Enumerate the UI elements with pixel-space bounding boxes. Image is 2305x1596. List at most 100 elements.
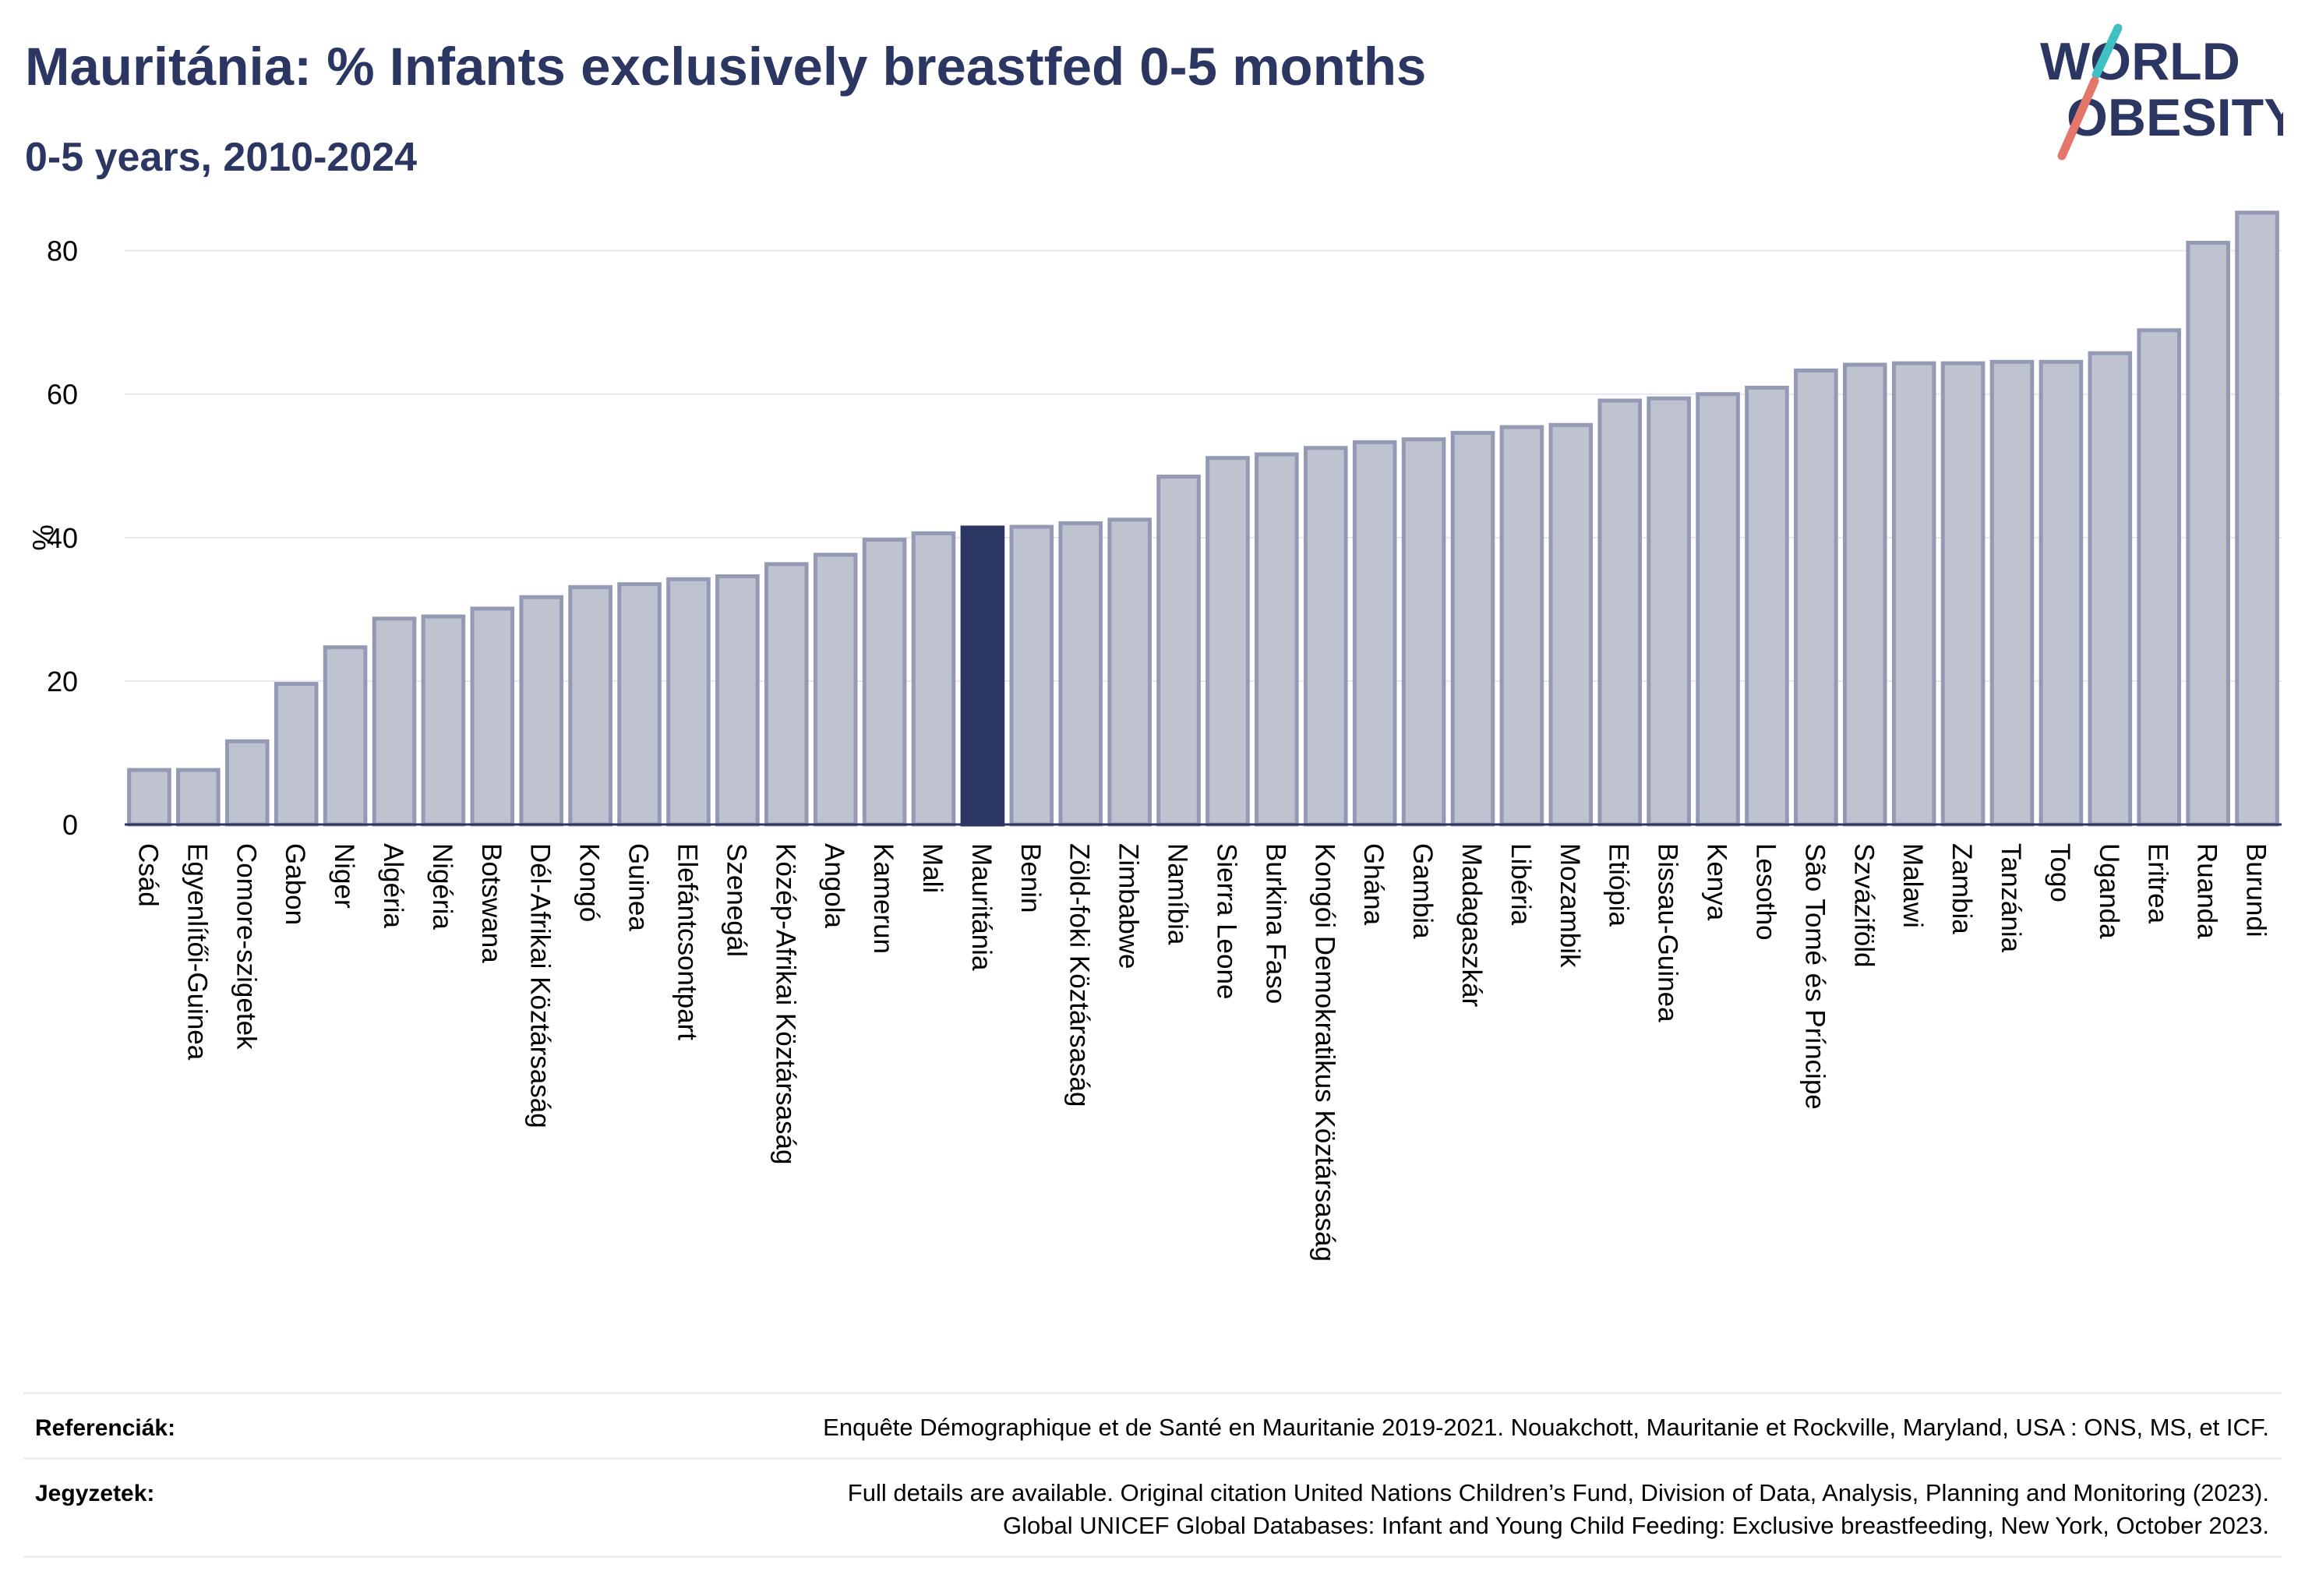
notes-label: Jegyzetek: xyxy=(35,1481,155,1506)
footer-divider-bottom xyxy=(23,1555,2282,1558)
x-tick-label: Angola xyxy=(819,843,849,929)
x-tick-label: Togo xyxy=(2045,843,2075,902)
x-tick-label: Etiópia xyxy=(1604,843,1634,927)
bar xyxy=(1499,425,1544,827)
bar xyxy=(323,645,368,827)
y-tick-label: 80 xyxy=(47,235,78,267)
x-tick-label: Burkina Faso xyxy=(1260,843,1290,1004)
x-tick-label: Malawi xyxy=(1897,843,1928,928)
x-tick-label: Gambia xyxy=(1407,843,1438,939)
x-tick-label: Namíbia xyxy=(1163,843,1193,945)
bar xyxy=(1548,422,1594,827)
bar xyxy=(666,577,711,827)
x-tick-label: Nigéria xyxy=(427,843,457,930)
bar xyxy=(617,582,662,827)
bar xyxy=(1401,437,1446,827)
x-axis-labels: Csád Egyenlítői-Guinea Comore-szigetek Gabo… xyxy=(132,843,2271,1262)
bar-highlight xyxy=(960,525,1005,827)
bar xyxy=(1156,475,1201,827)
bar xyxy=(1450,430,1495,827)
bar xyxy=(519,595,564,827)
footer-divider-middle xyxy=(23,1457,2282,1460)
logo-slash-teal xyxy=(2091,23,2123,79)
y-axis-title: % xyxy=(27,524,60,551)
bar xyxy=(764,562,809,827)
bar xyxy=(1989,359,2035,827)
bar xyxy=(224,739,270,827)
bar xyxy=(372,616,417,827)
x-tick-label: Comore-szigetek xyxy=(231,843,261,1050)
bar xyxy=(274,682,319,827)
bar xyxy=(470,606,515,827)
bar xyxy=(715,574,760,827)
y-tick-label: 60 xyxy=(47,379,78,411)
bar xyxy=(1842,362,1887,827)
bar xyxy=(1745,385,1789,827)
bars xyxy=(127,210,2279,827)
x-tick-label: Zöld-foki Köztársaság xyxy=(1064,843,1095,1107)
y-tick-label: 40 xyxy=(47,522,78,554)
x-tick-label: Kongói Demokratikus Köztársaság xyxy=(1309,843,1340,1262)
x-tick-label: Csád xyxy=(132,843,163,907)
bar xyxy=(862,538,907,827)
notes-line-1: Full details are available. Original cit… xyxy=(847,1479,2269,1506)
bar xyxy=(1107,517,1152,827)
bar xyxy=(2088,351,2133,827)
bar xyxy=(1794,368,1838,827)
x-tick-label: Gabon xyxy=(280,843,310,925)
bar xyxy=(911,531,956,827)
x-tick-label: Niger xyxy=(329,843,359,909)
bar xyxy=(1696,392,1740,827)
page-subtitle: 0-5 years, 2010-2024 xyxy=(25,135,418,180)
bar xyxy=(2186,241,2230,827)
x-tick-label: Uganda xyxy=(2094,843,2124,939)
x-tick-label: Bissau-Guinea xyxy=(1653,843,1683,1022)
x-tick-label: Kamerun xyxy=(868,843,898,954)
notes-line-2: Global UNICEF Global Databases: Infant a… xyxy=(1002,1512,2269,1539)
bar xyxy=(1940,361,1986,827)
x-tick-label: Lesotho xyxy=(1750,843,1781,941)
bar xyxy=(1058,521,1103,827)
x-tick-label: Kongó xyxy=(574,843,605,922)
references-label: Referenciák: xyxy=(35,1415,176,1441)
x-tick-label: Madagaszkár xyxy=(1456,843,1487,1007)
bar xyxy=(1647,396,1691,827)
logo-slash-coral xyxy=(2057,76,2099,161)
x-tick-label: Mozambik xyxy=(1555,843,1585,968)
page-title: Mauritánia: % Infants exclusively breast… xyxy=(25,37,1427,97)
x-tick-label: Algéria xyxy=(378,843,408,928)
footer-divider-top xyxy=(23,1392,2282,1394)
x-tick-label: Dél-Afrikai Köztársaság xyxy=(525,843,556,1128)
references-text: Enquête Démographique et de Santé en Mau… xyxy=(823,1414,2269,1441)
y-tick-label: 0 xyxy=(62,809,78,841)
x-tick-label: São Tomé és Príncipe xyxy=(1799,843,1830,1110)
x-tick-label: Libéria xyxy=(1505,843,1536,926)
x-tick-label: Tanzánia xyxy=(1996,843,2026,953)
bar xyxy=(1205,456,1250,827)
x-tick-label: Szváziföld xyxy=(1848,843,1879,968)
x-tick-label: Ghána xyxy=(1358,843,1389,926)
bar xyxy=(1303,446,1348,827)
x-tick-label: Sierra Leone xyxy=(1211,843,1241,999)
x-tick-label: Kenya xyxy=(1702,843,1732,921)
x-tick-label: Mauritánia xyxy=(966,843,997,971)
bar xyxy=(2235,210,2279,827)
x-tick-label: Zambia xyxy=(1947,843,1977,934)
bar xyxy=(1255,452,1299,827)
x-tick-label: Mali xyxy=(917,843,948,893)
x-tick-label: Zimbabwe xyxy=(1114,843,1144,969)
x-tick-label: Szenegál xyxy=(721,843,751,957)
bar xyxy=(1352,440,1397,827)
x-tick-label: Közép-Afrikai Köztársaság xyxy=(770,843,800,1164)
bar xyxy=(2137,328,2182,827)
x-tick-label: Benin xyxy=(1015,843,1046,913)
x-tick-label: Ruanda xyxy=(2192,843,2222,939)
x-tick-label: Guinea xyxy=(623,843,654,931)
logo-word-world: WORLD xyxy=(2040,32,2240,91)
x-tick-label: Burundi xyxy=(2241,843,2271,937)
bar xyxy=(1009,524,1054,827)
bar xyxy=(1597,398,1643,827)
bar xyxy=(2038,359,2084,827)
bar xyxy=(421,614,466,827)
bar xyxy=(127,768,171,827)
